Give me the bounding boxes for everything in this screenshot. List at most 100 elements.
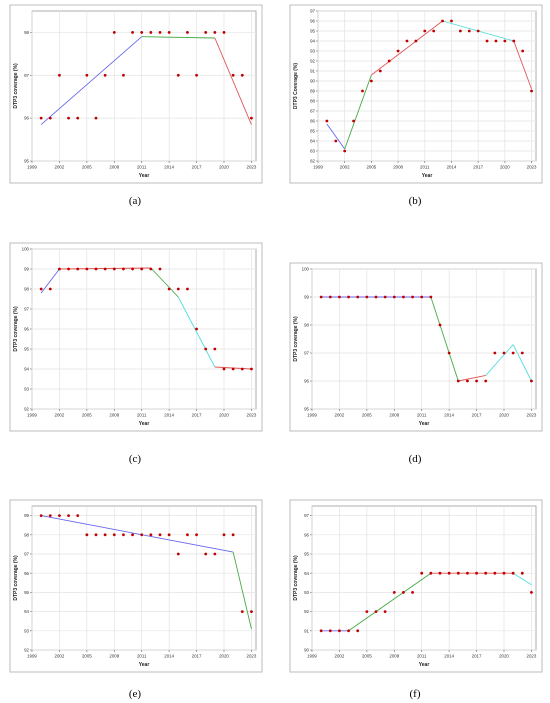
data-point (365, 295, 369, 299)
data-point (484, 571, 488, 575)
data-point (112, 267, 116, 271)
y-tick-label: 99 (24, 513, 29, 518)
data-point (76, 116, 80, 120)
data-point (186, 533, 189, 537)
data-point (520, 351, 524, 355)
y-tick-label: 97 (304, 513, 309, 518)
data-point (94, 116, 98, 120)
y-tick-label: 97 (24, 552, 29, 557)
data-point (420, 295, 424, 299)
data-point (383, 610, 387, 613)
trend-segment (512, 572, 532, 586)
x-axis-label: Year (419, 662, 430, 668)
data-point (176, 73, 180, 77)
x-tick-label: 2020 (219, 413, 229, 418)
trend-segment (326, 123, 346, 150)
data-point (140, 533, 144, 537)
x-tick-label: 2008 (393, 165, 403, 170)
x-axis-label: Year (422, 173, 433, 179)
x-tick-label: 2005 (362, 413, 372, 418)
y-tick-label: 94 (310, 39, 315, 44)
data-point (411, 295, 414, 299)
trend-segment (513, 40, 532, 90)
x-tick-label: 2002 (55, 165, 65, 170)
data-point (347, 295, 350, 299)
data-point (441, 19, 444, 23)
x-tick-label: 2002 (335, 654, 345, 659)
data-point (67, 116, 70, 120)
y-tick-label: 92 (24, 407, 29, 412)
y-tick-label: 97 (24, 307, 29, 312)
x-tick-label: 2017 (192, 165, 202, 170)
x-tick-label: 2008 (109, 654, 119, 659)
y-tick-label: 91 (310, 69, 315, 74)
y-axis-label: DTP3 coverage (%) (13, 555, 19, 601)
y-tick-label: 93 (24, 628, 29, 633)
panel-frame (9, 242, 263, 432)
data-point (423, 29, 427, 33)
data-point (411, 591, 414, 594)
data-point (213, 31, 217, 34)
trend-segment (232, 551, 252, 629)
data-point (374, 295, 378, 299)
data-point (48, 116, 52, 120)
data-point (396, 49, 400, 53)
x-tick-label: 2008 (109, 165, 119, 170)
y-tick-label: 100 (22, 247, 30, 252)
y-tick-label: 94 (24, 367, 29, 372)
x-tick-label: 2020 (499, 413, 509, 418)
data-point (402, 295, 405, 299)
data-point (195, 73, 198, 77)
data-point (204, 552, 208, 556)
y-tick-label: 93 (304, 590, 309, 595)
data-point (167, 287, 171, 291)
data-point (48, 287, 52, 291)
x-tick-label: 1999 (27, 654, 37, 659)
data-point (476, 29, 480, 33)
data-point (103, 73, 107, 77)
data-point (484, 379, 488, 383)
data-point (122, 73, 125, 77)
x-tick-label: 2014 (164, 413, 174, 418)
x-tick-label: 2011 (417, 413, 427, 418)
data-point (511, 351, 515, 355)
y-tick-label: 98 (24, 287, 29, 292)
y-tick-label: 84 (310, 139, 315, 144)
data-point (356, 629, 360, 633)
panel-frame (289, 4, 543, 184)
x-tick-label: 2017 (192, 413, 202, 418)
data-point (204, 31, 208, 34)
data-point (112, 533, 116, 537)
y-axis-label: DTP3 coverage (%) (13, 63, 19, 109)
y-tick-label: 92 (304, 609, 309, 614)
data-point (240, 73, 244, 77)
y-tick-label: 97 (310, 9, 315, 14)
y-tick-label: 91 (304, 628, 309, 633)
data-point (429, 295, 433, 299)
data-point (222, 533, 226, 537)
y-tick-label: 92 (24, 648, 29, 653)
data-point (231, 533, 235, 537)
data-point (195, 327, 198, 331)
data-point (213, 347, 217, 351)
data-point (467, 29, 471, 33)
x-axis-label: Year (419, 421, 430, 427)
trend-segment (371, 20, 443, 76)
x-tick-label: 2014 (444, 413, 454, 418)
x-tick-label: 2008 (389, 654, 399, 659)
data-point (167, 533, 171, 537)
y-tick-label: 87 (310, 109, 315, 114)
x-tick-label: 2014 (164, 654, 174, 659)
x-tick-label: 2014 (444, 654, 454, 659)
panel-frame (9, 4, 263, 184)
data-point (76, 514, 80, 517)
data-point (131, 31, 134, 34)
x-tick-label: 2023 (527, 413, 537, 418)
data-point (338, 629, 341, 633)
chart-panel-a: 95 96 97 98 1999 2002 2005 2008 2011 2014 2017 2020… (9, 4, 263, 207)
data-point (369, 79, 373, 83)
panel-frame (289, 499, 543, 673)
x-tick-label: 2008 (389, 413, 399, 418)
y-tick-label: 96 (310, 19, 315, 24)
trend-segment (348, 572, 432, 632)
